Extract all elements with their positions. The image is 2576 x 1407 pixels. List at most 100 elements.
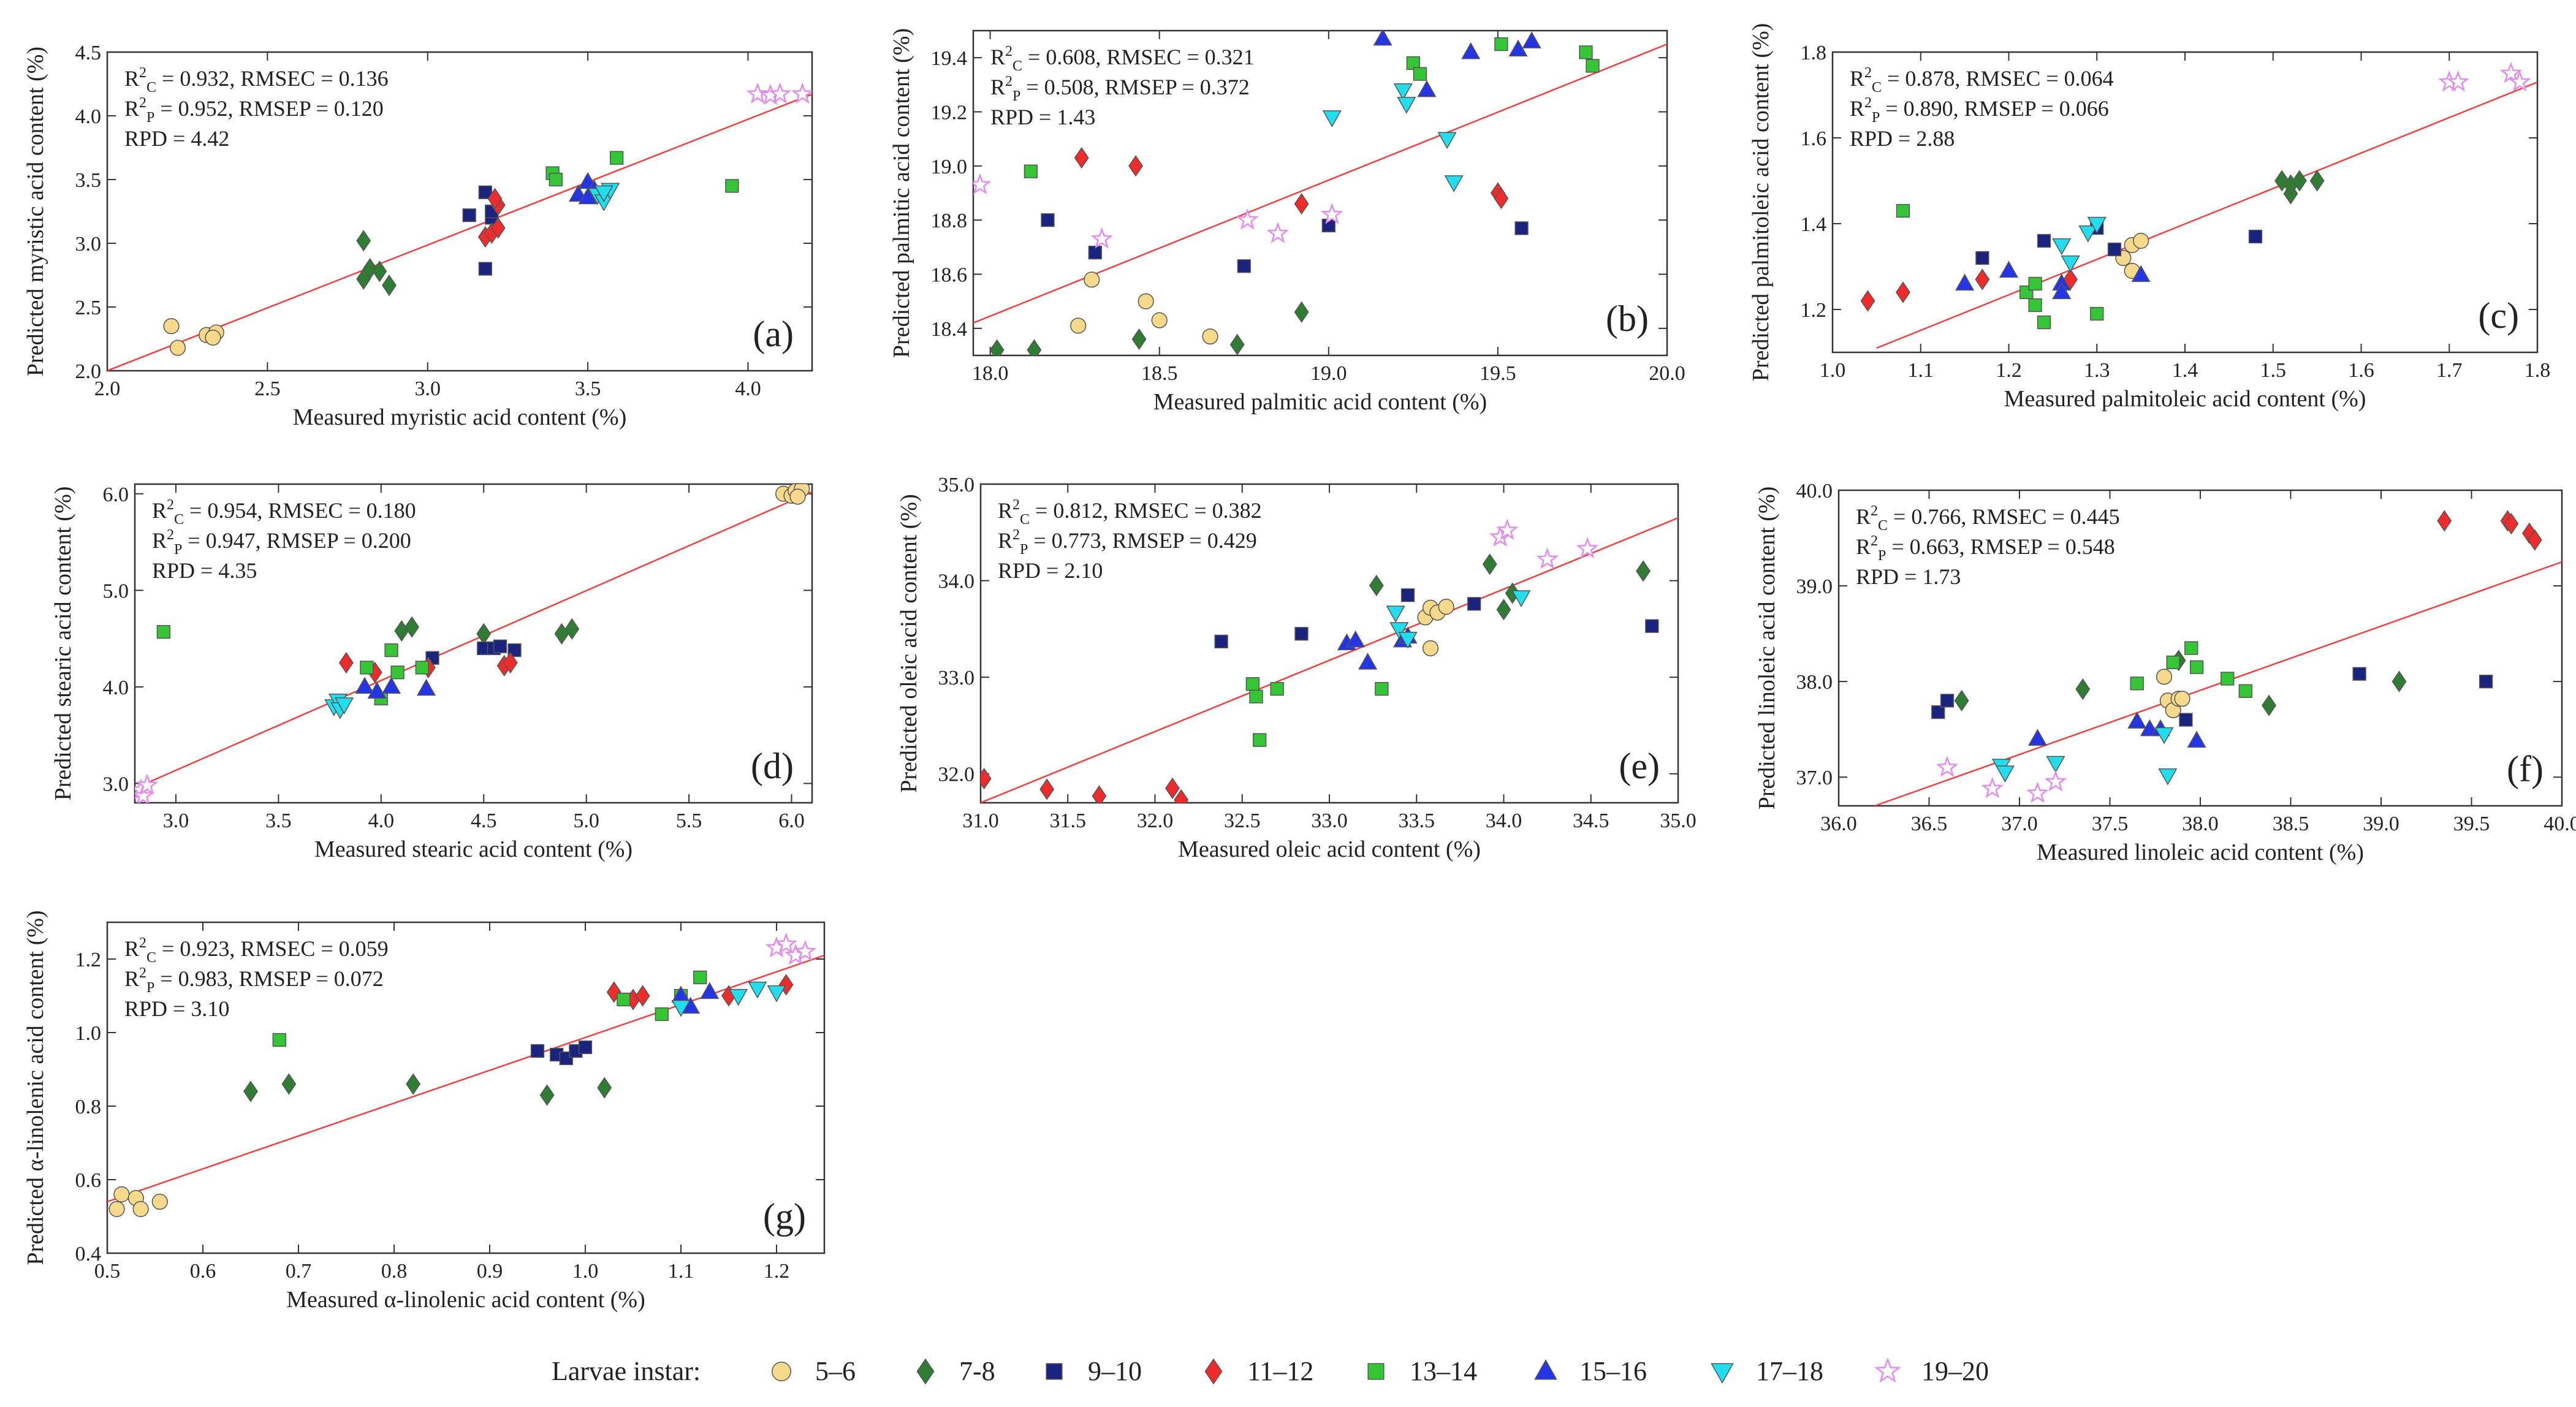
data-point-7-8 bbox=[989, 339, 1005, 355]
data-point-9–10 bbox=[1294, 627, 1309, 641]
y-tick-label: 3.5 bbox=[75, 169, 102, 192]
x-tick-label: 31.0 bbox=[962, 810, 999, 832]
data-point-15–16 bbox=[1955, 273, 1975, 291]
legend-label: 13–14 bbox=[1410, 1356, 1477, 1386]
plot-area bbox=[1860, 61, 2537, 349]
data-point-5–6 bbox=[2156, 669, 2173, 685]
data-point-13–14 bbox=[1245, 677, 1260, 691]
panel-label: (b) bbox=[1606, 298, 1649, 339]
stat-line-2: R2P = 0.983, RMSEP = 0.072 bbox=[124, 965, 384, 996]
data-point-5–6 bbox=[2133, 232, 2149, 249]
data-point-7-8 bbox=[1131, 328, 1147, 351]
data-point-17–18 bbox=[671, 999, 691, 1017]
data-point-11–12 bbox=[1092, 785, 1107, 803]
legend-item: 11–12 bbox=[1204, 1356, 1313, 1386]
x-axis-label: Measured palmitoleic acid content (%) bbox=[2004, 386, 2366, 412]
stat-line-3: RPD = 1.73 bbox=[1856, 564, 1961, 589]
data-point-13–14 bbox=[1024, 164, 1038, 178]
data-point-17–18 bbox=[1444, 175, 1464, 192]
data-point-19–20 bbox=[2508, 70, 2531, 92]
regression-line bbox=[1876, 81, 2537, 349]
data-point-9–10 bbox=[1088, 246, 1102, 260]
data-point-9–10 bbox=[1237, 259, 1251, 273]
x-tick-label: 38.0 bbox=[2182, 813, 2219, 835]
stat-line-3: RPD = 4.35 bbox=[152, 558, 257, 583]
x-axis-label: Measured stearic acid content (%) bbox=[314, 836, 633, 862]
chart-panel-2: 18.0 18.5 19.0 19.5 20.0 18.4 18.6 18.8 19.0 19.2… bbox=[889, 28, 1685, 415]
panel-label: (a) bbox=[753, 314, 794, 354]
data-point-19–20 bbox=[2499, 61, 2523, 83]
plot-area bbox=[135, 484, 812, 803]
x-tick-label: 0.7 bbox=[286, 1260, 312, 1283]
data-point-11–12 bbox=[1039, 778, 1055, 800]
legend-label: 15–16 bbox=[1579, 1356, 1647, 1386]
y-tick-label: 1.2 bbox=[1801, 299, 1827, 322]
data-point-5–6 bbox=[169, 339, 186, 356]
x-tick-label: 1.5 bbox=[2260, 359, 2287, 382]
x-tick-label: 1.1 bbox=[1908, 359, 1934, 382]
data-point-19–20 bbox=[794, 939, 817, 961]
panel-label: (c) bbox=[2478, 295, 2519, 336]
chart-panel-5: 31.0 31.5 32.0 32.5 33.0 33.5 34.0 34.5 35.0 32.0… bbox=[896, 474, 1696, 862]
x-tick-label: 3.5 bbox=[575, 377, 601, 400]
legend-label: 7-8 bbox=[959, 1356, 995, 1386]
data-point-13–14 bbox=[1579, 45, 1593, 59]
x-tick-label: 34.5 bbox=[1573, 810, 1609, 832]
data-point-15–16 bbox=[381, 677, 401, 694]
x-tick-label: 33.5 bbox=[1399, 810, 1435, 832]
data-point-17–18 bbox=[1995, 765, 2015, 783]
regression-line bbox=[107, 93, 812, 371]
x-tick-label: 5.5 bbox=[676, 810, 702, 832]
data-point-9–10 bbox=[2107, 242, 2122, 257]
data-point-15–16 bbox=[2131, 265, 2151, 283]
data-point-5–6 bbox=[1151, 312, 1168, 328]
x-tick-label: 3.0 bbox=[414, 377, 441, 400]
data-point-7-8 bbox=[1027, 339, 1042, 355]
data-point-9–10 bbox=[2352, 667, 2366, 681]
x-tick-label: 39.0 bbox=[2363, 813, 2399, 835]
data-point-19–20 bbox=[1236, 208, 1259, 230]
data-point-15–16 bbox=[578, 187, 598, 205]
x-tick-label: 1.1 bbox=[668, 1260, 694, 1283]
x-tick-label: 4.5 bbox=[471, 810, 497, 832]
data-point-17–18 bbox=[2052, 238, 2072, 256]
data-point-13–14 bbox=[1494, 37, 1508, 51]
plot-frame bbox=[972, 29, 1668, 357]
x-tick-label: 33.0 bbox=[1311, 810, 1348, 832]
data-point-15–16 bbox=[2052, 282, 2072, 300]
y-tick-label: 1.8 bbox=[1801, 42, 1827, 64]
x-tick-label: 32.0 bbox=[1137, 810, 1174, 832]
data-point-5–6 bbox=[1070, 317, 1087, 334]
data-point-13–14 bbox=[1586, 59, 1600, 73]
data-point-17–18 bbox=[594, 185, 614, 203]
legend-label: 9–10 bbox=[1088, 1356, 1142, 1386]
data-point-7-8 bbox=[382, 275, 397, 297]
y-tick-label: 4.0 bbox=[103, 677, 129, 699]
data-point-17–18 bbox=[1386, 605, 1405, 623]
data-point-11–12 bbox=[1165, 777, 1180, 799]
legend-marker-7-8 bbox=[916, 1358, 935, 1385]
data-point-19–20 bbox=[791, 82, 812, 104]
data-point-13–14 bbox=[725, 179, 739, 193]
x-tick-label: 1.2 bbox=[1996, 359, 2022, 382]
chart-panel-4: 3.0 3.5 4.0 4.5 5.0 5.5 6.0 3.0 4.0 5.0 6.0 Measure… bbox=[50, 483, 813, 862]
x-tick-label: 37.0 bbox=[2001, 813, 2038, 835]
stat-line-1: R2C = 0.812, RMSEC = 0.382 bbox=[998, 497, 1262, 528]
data-point-11–12 bbox=[2437, 510, 2452, 532]
y-tick-label: 5.0 bbox=[103, 580, 129, 602]
data-point-5–6 bbox=[2174, 691, 2190, 707]
data-point-7-8 bbox=[243, 1080, 258, 1102]
data-point-11–12 bbox=[1860, 290, 1875, 312]
stat-line-3: RPD = 3.10 bbox=[124, 996, 229, 1021]
stat-line-1: R2C = 0.923, RMSEC = 0.059 bbox=[124, 935, 389, 966]
data-point-9–10 bbox=[1940, 694, 1955, 708]
x-axis-label: Measured α-linolenic acid content (%) bbox=[286, 1287, 645, 1313]
legend-marker-9–10 bbox=[1046, 1363, 1063, 1380]
data-point-9–10 bbox=[1975, 251, 1989, 265]
data-point-9–10 bbox=[493, 639, 507, 653]
y-tick-label: 0.6 bbox=[75, 1169, 102, 1192]
y-axis-label: Predicted oleic acid content (%) bbox=[896, 494, 922, 792]
data-point-17–18 bbox=[1393, 83, 1413, 100]
y-axis-label: Predicted palmitic acid content (%) bbox=[889, 28, 914, 358]
y-tick-label: 37.0 bbox=[1796, 767, 1833, 789]
